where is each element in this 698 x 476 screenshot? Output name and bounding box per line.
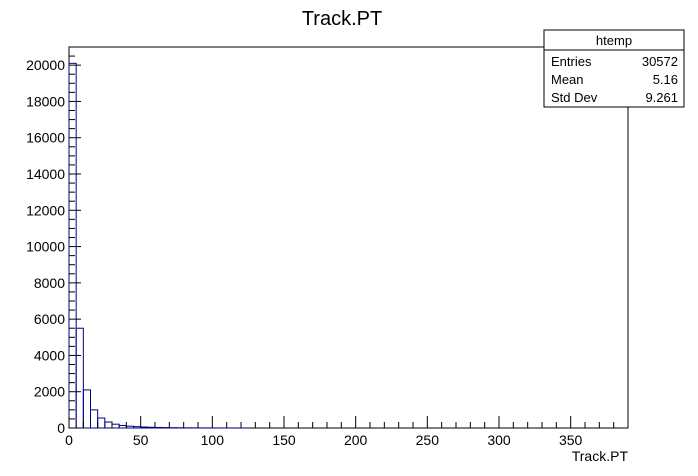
histogram-bin: [75, 327, 84, 429]
histogram-bin: [111, 423, 120, 429]
stats-box-name: htemp: [596, 33, 632, 48]
histogram-bars: [68, 62, 249, 429]
x-tick-label: 0: [65, 432, 73, 448]
stats-mean-label: Mean: [551, 72, 584, 87]
histogram-bin: [82, 389, 92, 429]
x-tick-label: 350: [559, 432, 583, 448]
histogram-bin: [125, 425, 135, 429]
stats-entries-label: Entries: [551, 54, 592, 69]
x-axis-label: Track.PT: [572, 448, 629, 464]
y-tick-label: 2000: [34, 384, 65, 400]
stats-mean-value: 5.16: [653, 72, 678, 87]
x-tick-label: 250: [416, 432, 440, 448]
y-tick-label: 14000: [26, 166, 65, 182]
x-tick-label: 100: [201, 432, 225, 448]
stats-box: htemp Entries 30572 Mean 5.16 Std Dev 9.…: [543, 29, 685, 108]
histogram-bin: [147, 426, 156, 429]
x-tick-label: 50: [133, 432, 149, 448]
histogram-bin: [133, 426, 142, 429]
x-tick-label: 300: [487, 432, 511, 448]
histogram-bin: [97, 417, 106, 429]
chart-title: Track.PT: [302, 8, 382, 30]
x-axis: 0 50 100 150 200 250 300 350: [65, 416, 629, 448]
histogram-bin: [104, 421, 113, 429]
y-tick-label: 12000: [26, 202, 65, 218]
x-tick-label: 150: [272, 432, 296, 448]
y-axis: 0 2000 4000 6000 8000 10000 12000 14000 16000 180…: [26, 46, 81, 436]
y-tick-label: 8000: [34, 275, 65, 291]
stats-stddev-value: 9.261: [645, 90, 678, 105]
y-tick-label: 0: [57, 420, 65, 436]
y-tick-label: 16000: [26, 130, 65, 146]
histogram-bin: [90, 409, 99, 429]
x-tick-label: 200: [344, 432, 368, 448]
y-tick-label: 10000: [26, 239, 65, 255]
histogram-bin: [140, 426, 149, 429]
histogram-bin: [154, 426, 163, 429]
stats-entries-value: 30572: [642, 54, 678, 69]
stats-stddev-label: Std Dev: [551, 90, 598, 105]
y-tick-label: 20000: [26, 57, 65, 73]
y-tick-label: 4000: [34, 347, 65, 363]
y-tick-label: 18000: [26, 93, 65, 109]
y-tick-label: 6000: [34, 311, 65, 327]
stats-box-frame: [543, 29, 685, 108]
histogram-bin: [118, 424, 127, 429]
